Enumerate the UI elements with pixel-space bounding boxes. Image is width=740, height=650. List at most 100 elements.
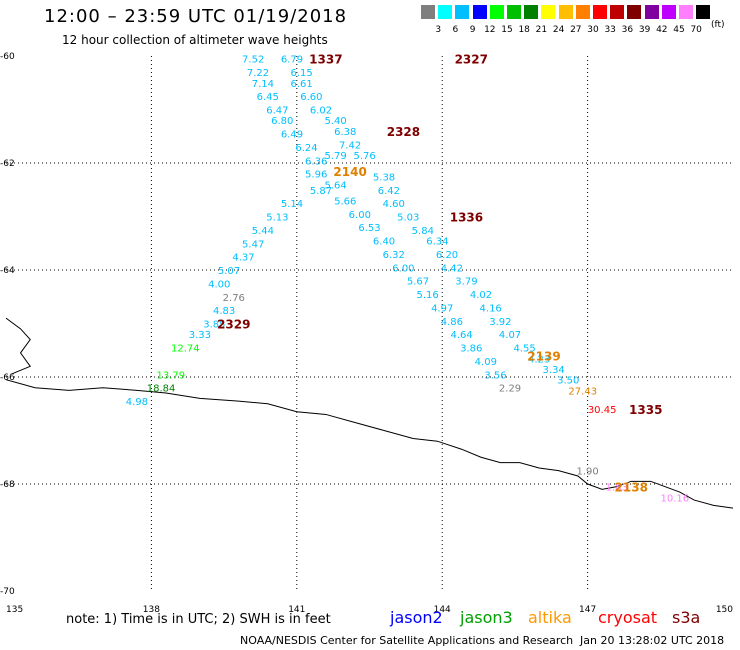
wave-height-value: 4.55 <box>513 344 535 355</box>
wave-height-value: 6.60 <box>300 92 322 103</box>
legend-tick: 39 <box>638 25 651 35</box>
map-title: 12:00 – 23:59 UTC 01/19/2018 <box>44 6 348 27</box>
wave-height-value: 1.83 <box>606 483 628 494</box>
lat-tick-label: -70 <box>0 587 15 597</box>
wave-height-value: 5.64 <box>324 180 346 191</box>
wave-height-value: 5.79 <box>324 151 346 162</box>
wave-height-value: 5.87 <box>310 186 332 197</box>
coastline-segment <box>5 317 32 375</box>
pass-label: 1335 <box>629 403 662 417</box>
wave-height-value: 2.76 <box>223 293 245 304</box>
legend-tick: 24 <box>552 25 565 35</box>
wave-height-value: 18.84 <box>147 384 176 395</box>
wave-height-value: 6.80 <box>271 116 293 127</box>
wave-height-value: 6.40 <box>373 237 395 248</box>
pass-label: 2329 <box>217 318 250 332</box>
legend-swatch <box>541 5 556 19</box>
satellite-jason3: jason3 <box>460 608 513 627</box>
wave-height-value: 6.36 <box>305 156 327 167</box>
satellite-jason2: jason2 <box>390 608 443 627</box>
pass-label: 2139 <box>527 350 560 364</box>
wave-height-value: 5.67 <box>407 277 429 288</box>
legend-tick: 21 <box>535 25 548 35</box>
legend-swatch <box>575 5 590 19</box>
satellite-cryosat: cryosat <box>598 608 658 627</box>
wave-height-value: 4.86 <box>441 317 463 328</box>
legend-tick: 33 <box>604 25 616 35</box>
wave-height-value: 5.07 <box>218 266 240 277</box>
legend-swatch <box>644 5 659 19</box>
wave-height-value: 6.15 <box>291 68 313 79</box>
legend-swatch <box>593 5 607 19</box>
legend-swatch <box>679 5 693 19</box>
wave-height-value: 4.00 <box>208 279 230 290</box>
lat-tick-label: -66 <box>0 373 15 383</box>
legend-tick: 70 <box>690 25 702 35</box>
wave-height-value: 12.74 <box>171 344 200 355</box>
wave-height-value: 5.44 <box>252 226 274 237</box>
map-subtitle: 12 hour collection of altimeter wave hei… <box>62 33 328 47</box>
lat-tick-label: -68 <box>0 480 15 490</box>
legend-tick: 27 <box>570 25 582 35</box>
wave-height-value: 4.42 <box>441 263 463 274</box>
pass-label: 2140 <box>333 165 366 179</box>
wave-height-value: 7.42 <box>339 140 361 151</box>
wave-height-value: 27.43 <box>568 386 597 397</box>
wave-height-value: 7.22 <box>247 68 269 79</box>
pass-label: 1336 <box>450 211 483 225</box>
legend-tick: 9 <box>469 25 476 35</box>
wave-height-value: 1.90 <box>576 467 598 478</box>
legend-swatch <box>524 5 539 19</box>
legend-tick: 3 <box>435 25 442 35</box>
pass-label: 2138 <box>615 481 648 495</box>
legend-swatch <box>421 5 435 19</box>
wave-height-value: 4.07 <box>499 330 521 341</box>
wave-height-value: 6.00 <box>392 263 414 274</box>
wave-height-value: 6.00 <box>349 210 371 221</box>
wave-height-value: 4.60 <box>383 199 405 210</box>
legend-unit: (ft) <box>711 20 725 30</box>
generated-timestamp: Jan 20 13:28:02 UTC 2018 <box>580 634 725 647</box>
lat-tick-label: -60 <box>0 52 15 62</box>
wave-height-value: 6.53 <box>358 223 380 234</box>
wave-height-value: 3.50 <box>557 376 579 387</box>
wave-height-value: 6.20 <box>436 250 458 261</box>
wave-height-value: 13.79 <box>156 370 185 381</box>
wave-height-value: 3.33 <box>189 330 211 341</box>
wave-height-value: 6.79 <box>281 55 303 66</box>
legend-swatch <box>438 5 453 19</box>
wave-height-value: 10.16 <box>661 493 690 504</box>
legend-tick: 6 <box>452 25 459 35</box>
wave-height-value: 4.37 <box>232 253 254 264</box>
wave-height-value: 5.03 <box>397 213 419 224</box>
wave-height-value: 7.14 <box>252 79 274 90</box>
wave-height-value: 30.45 <box>588 405 617 416</box>
legend-swatch <box>610 5 625 19</box>
wave-height-value: 5.38 <box>373 172 395 183</box>
legend-tick: 18 <box>518 25 530 35</box>
wave-height-value: 2.29 <box>499 384 521 395</box>
satellite-altika: altika <box>528 608 572 627</box>
footer-note: note: 1) Time is in UTC; 2) SWH is in fe… <box>66 612 331 627</box>
lon-tick-label: 144 <box>434 605 451 615</box>
wave-height-value: 4.23 <box>528 354 550 365</box>
wave-height-value: 5.96 <box>305 170 327 181</box>
wave-height-value: 5.66 <box>334 196 356 207</box>
wave-height-value: 3.86 <box>460 344 482 355</box>
wave-height-value: 4.64 <box>450 330 472 341</box>
wave-height-value: 4.83 <box>213 306 235 317</box>
wave-height-value: 6.32 <box>383 250 405 261</box>
legend-swatch <box>558 5 573 19</box>
lon-tick-label: 147 <box>579 605 596 615</box>
wave-height-value: 6.45 <box>257 92 279 103</box>
wave-height-value: 3.92 <box>489 317 511 328</box>
legend-tick: 45 <box>673 25 685 35</box>
legend-swatch <box>627 5 642 19</box>
wave-height-value: 3.34 <box>543 365 565 376</box>
legend-swatch <box>507 5 521 19</box>
lon-tick-label: 150 <box>716 605 733 615</box>
wave-height-value: 5.14 <box>281 199 303 210</box>
satellite-s3a: s3a <box>672 608 701 627</box>
wave-height-value: 5.84 <box>412 226 434 237</box>
lon-tick-label: 135 <box>6 605 23 615</box>
